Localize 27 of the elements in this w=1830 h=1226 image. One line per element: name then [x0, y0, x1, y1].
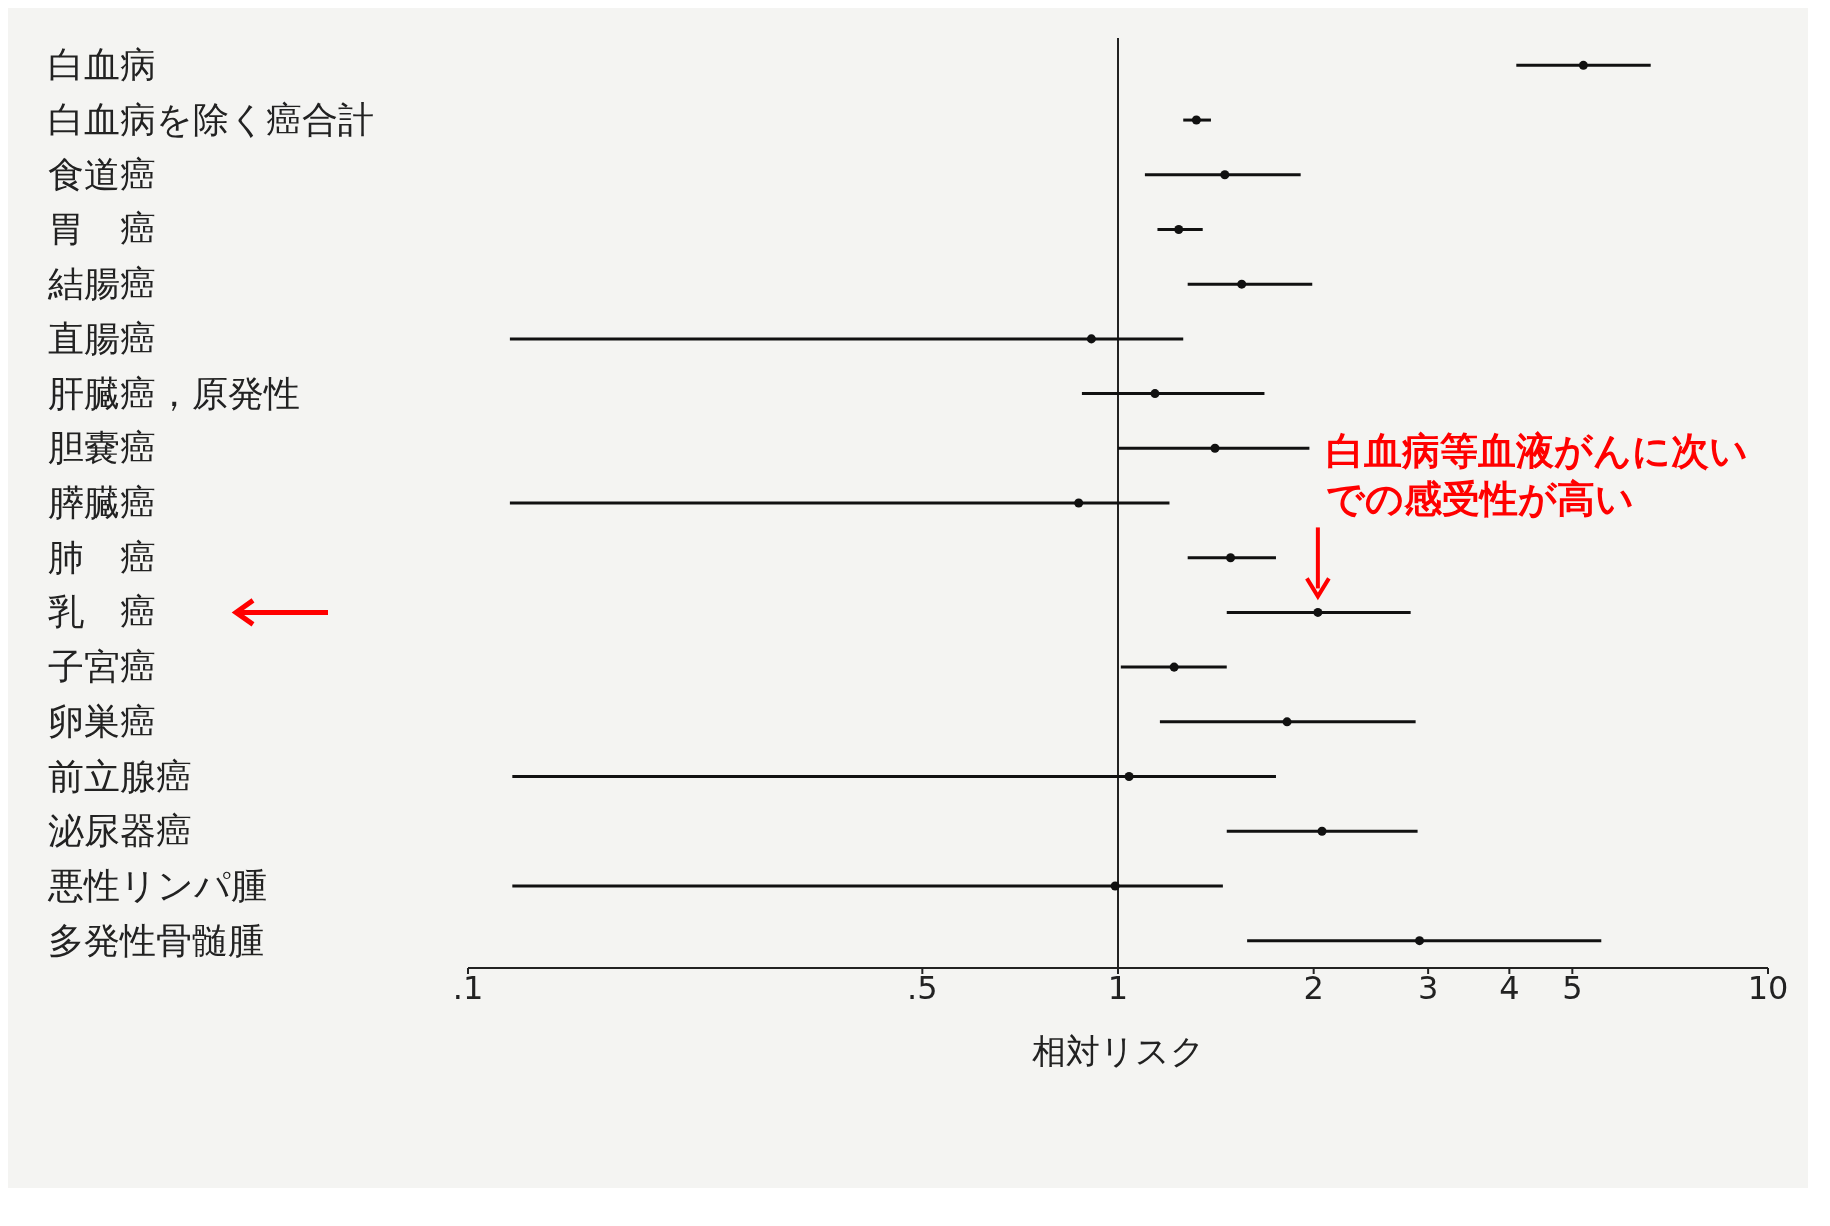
x-tick-label: 10 [1747, 968, 1789, 1007]
y-tick-label: 白血病 [48, 44, 156, 86]
y-tick-label: 卵巣癌 [48, 700, 156, 742]
y-tick-label: 肝臓癌，原発性 [48, 372, 300, 414]
x-axis-title: 相対リスク [1031, 1031, 1205, 1071]
y-tick-label: 多発性骨髄腫 [48, 919, 264, 961]
x-tick-label: 4 [1499, 968, 1520, 1007]
y-tick-label: 前立腺癌 [48, 755, 192, 797]
annotation: 白血病等血液がんに次いでの感受性が高い [1325, 428, 1749, 524]
y-tick-label: 直腸癌 [48, 317, 156, 359]
x-tick-label: .1 [452, 968, 484, 1007]
y-tick-label: 食道癌 [48, 153, 156, 195]
x-tick-label: 5 [1562, 968, 1583, 1007]
y-tick-label: 肺 癌 [48, 536, 156, 578]
y-tick-label: 悪性リンパ腫 [47, 864, 267, 906]
y-tick-label: 胆嚢癌 [48, 427, 156, 469]
x-tick-label: 1 [1107, 968, 1129, 1007]
y-tick-label: 泌尿器癌 [48, 810, 192, 852]
x-tick-label: .5 [907, 968, 938, 1007]
x-tick-label: 3 [1417, 968, 1439, 1007]
y-tick-label: 結腸癌 [47, 263, 156, 305]
y-tick-label: 胃 癌 [48, 208, 156, 250]
x-tick-label: 2 [1303, 968, 1324, 1007]
y-tick-label: 白血病を除く癌合計 [48, 99, 374, 141]
y-tick-label: 乳 癌 [48, 591, 156, 633]
y-tick-label: 子宮癌 [48, 646, 156, 688]
y-tick-label: 膵臓癌 [48, 482, 156, 523]
